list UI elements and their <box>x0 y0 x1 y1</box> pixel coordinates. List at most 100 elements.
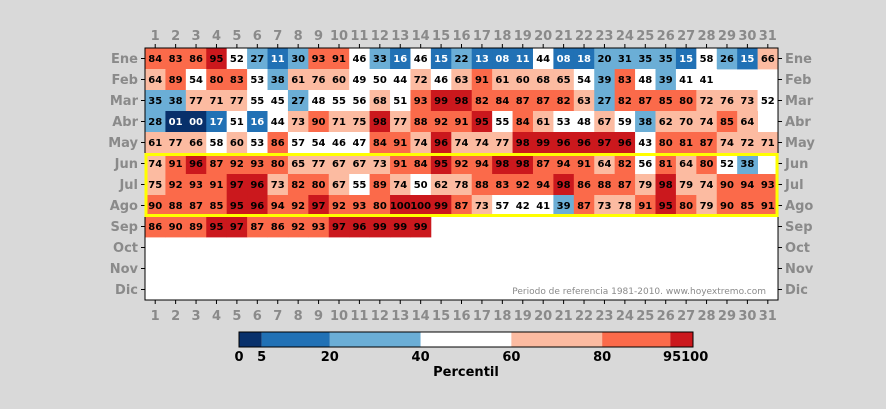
heatmap-cell-abr-7 <box>267 111 289 133</box>
heatmap-cell-abr-1 <box>145 111 166 133</box>
x-tick-label-top: 1 <box>151 29 160 44</box>
heatmap-cell-feb-22 <box>573 69 595 91</box>
cell-value-label: 99 <box>536 138 550 149</box>
x-tick-label-bottom: 4 <box>212 309 221 324</box>
cell-value-label: 80 <box>271 159 285 170</box>
heatmap-cell-may-27 <box>675 132 697 154</box>
heatmap-cell-ago-5 <box>226 195 248 217</box>
heatmap-cell-mar-20 <box>532 90 554 112</box>
x-tick-label-top: 25 <box>636 29 654 44</box>
heatmap-cell-ago-8 <box>287 195 309 217</box>
cell-value-label: 96 <box>618 138 632 149</box>
y-tick-label-left: Nov <box>110 262 139 277</box>
heatmap-cell-jun-1 <box>145 153 166 175</box>
heatmap-cell-jul-18 <box>492 174 513 196</box>
y-tick-label-right: Ene <box>785 52 812 67</box>
heatmap-cell-jun-12 <box>369 153 391 175</box>
cell-value-label: 17 <box>210 117 224 128</box>
x-tick-label-top: 15 <box>432 29 450 44</box>
heatmap-cell-ene-8 <box>287 48 309 70</box>
heatmap-cell-feb-1 <box>145 69 166 91</box>
heatmap-cell-jun-28 <box>696 153 718 175</box>
x-tick-label-bottom: 7 <box>273 309 282 324</box>
cell-value-label: 82 <box>618 159 632 170</box>
cell-value-label: 31 <box>618 54 632 65</box>
cell-value-label: 28 <box>148 117 162 128</box>
cell-value-label: 67 <box>332 180 346 191</box>
cell-value-label: 39 <box>659 75 673 86</box>
heatmap-cell-feb-28 <box>696 69 718 91</box>
cell-value-label: 99 <box>373 222 387 233</box>
cell-value-label: 93 <box>189 180 203 191</box>
cell-value-label: 72 <box>740 138 754 149</box>
heatmap-cell-jun-22 <box>573 153 595 175</box>
x-tick-label-bottom: 20 <box>534 309 552 324</box>
heatmap-cell-jul-4 <box>206 174 228 196</box>
cell-value-label: 73 <box>291 117 305 128</box>
cell-value-label: 46 <box>332 138 346 149</box>
heatmap-cell-ene-31 <box>757 48 779 70</box>
y-tick-label-left: Ene <box>111 52 138 67</box>
heatmap-cell-mar-24 <box>614 90 636 112</box>
cell-value-label: 65 <box>291 159 305 170</box>
cell-value-label: 59 <box>618 117 632 128</box>
heatmap-cell-jun-15 <box>430 153 452 175</box>
x-tick-label-top: 31 <box>759 29 777 44</box>
cell-value-label: 74 <box>414 138 428 149</box>
cell-value-label: 80 <box>679 96 693 107</box>
cell-value-label: 81 <box>679 138 693 149</box>
cell-value-label: 77 <box>495 138 509 149</box>
heatmap-cell-sep-3 <box>185 216 207 238</box>
heatmap-cell-feb-24 <box>614 69 636 91</box>
y-tick-label-left: Ago <box>110 199 138 214</box>
heatmap-cell-sep-7 <box>267 216 289 238</box>
heatmap-cell-jun-6 <box>247 153 268 175</box>
colorbar-tick-label: 60 <box>502 350 520 365</box>
heatmap-cell-may-15 <box>430 132 452 154</box>
heatmap-cell-ene-20 <box>532 48 554 70</box>
cell-value-label: 99 <box>393 222 407 233</box>
heatmap-cell-ene-19 <box>512 48 534 70</box>
cell-value-label: 96 <box>250 180 264 191</box>
cell-value-label: 87 <box>618 180 632 191</box>
cell-value-label: 99 <box>434 201 448 212</box>
heatmap-cell-jun-25 <box>635 153 656 175</box>
heatmap-cell-mar-12 <box>369 90 391 112</box>
heatmap-cell-may-9 <box>308 132 330 154</box>
cell-value-label: 64 <box>148 75 162 86</box>
x-tick-label-bottom: 15 <box>432 309 450 324</box>
colorbar-tick-label: 20 <box>321 350 339 365</box>
x-tick-label-bottom: 1 <box>151 309 160 324</box>
cell-value-label: 38 <box>271 75 285 86</box>
colorbar-frame <box>238 331 694 348</box>
heatmap-cell-mar-27 <box>675 90 697 112</box>
cell-value-label: 100 <box>390 201 411 212</box>
heatmap-cell-mar-5 <box>226 90 248 112</box>
colorbar-tick-label: 95100 <box>663 350 708 365</box>
colorbar-segment <box>670 332 693 347</box>
heatmap-cell-ago-20 <box>532 195 554 217</box>
colorbar-tick-label: 5 <box>257 350 266 365</box>
cell-value-label: 94 <box>740 180 754 191</box>
heatmap-cell-mar-1 <box>145 90 166 112</box>
heatmap-cell-mar-14 <box>410 90 432 112</box>
cell-value-label: 91 <box>475 75 489 86</box>
heatmap-cell-jul-23 <box>594 174 616 196</box>
heatmap-cell-sep-8 <box>287 216 309 238</box>
heatmap-cell-jul-10 <box>328 174 350 196</box>
heatmap-cell-mar-8 <box>287 90 309 112</box>
heatmap-cell-abr-9 <box>308 111 330 133</box>
x-tick-label-bottom: 21 <box>555 309 573 324</box>
heatmap-cell-may-4 <box>206 132 228 154</box>
heatmap-cell-jun-17 <box>471 153 493 175</box>
heatmap-cell-may-19 <box>512 132 534 154</box>
cell-value-label: 98 <box>495 159 509 170</box>
cell-value-label: 88 <box>414 117 428 128</box>
cell-value-label: 46 <box>434 75 448 86</box>
x-tick-label-top: 23 <box>595 29 613 44</box>
cell-value-label: 52 <box>720 159 734 170</box>
heatmap-cell-abr-17 <box>471 111 493 133</box>
heatmap-cell-jul-16 <box>451 174 473 196</box>
x-tick-label-bottom: 31 <box>759 309 777 324</box>
cell-value-label: 100 <box>410 201 431 212</box>
